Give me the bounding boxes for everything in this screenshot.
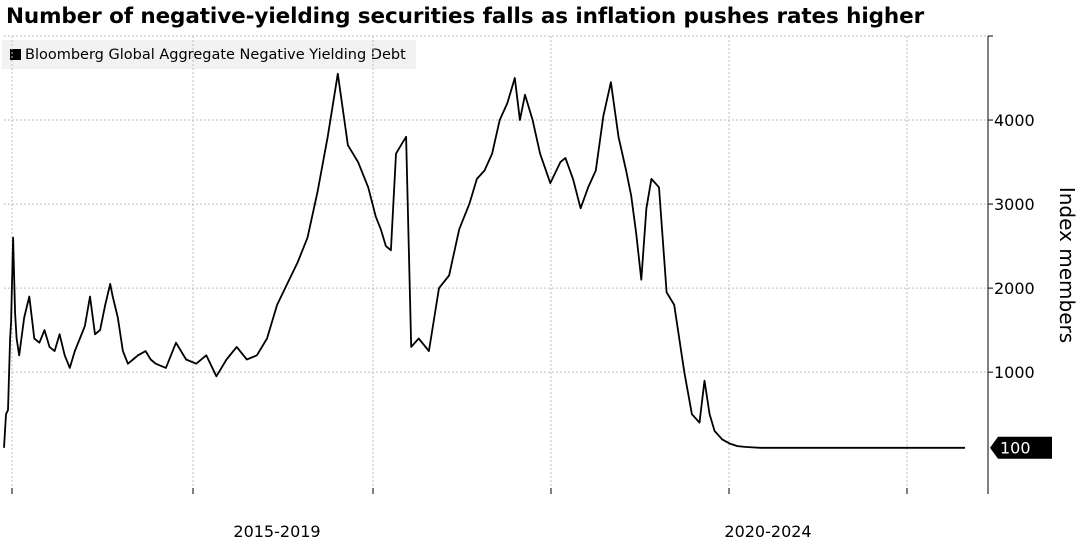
last-value-marker: 100 [990,436,1052,459]
legend-label: Bloomberg Global Aggregate Negative Yiel… [25,46,406,63]
horizontal-gridlines [4,35,988,373]
legend-swatch [10,49,21,60]
last-value-label: 100 [1000,438,1031,457]
last-value-pointer [990,436,1052,459]
legend: Bloomberg Global Aggregate Negative Yiel… [2,40,416,69]
y-tick-label: 4000 [994,111,1035,130]
x-axis-ticks [11,488,908,494]
y-axis-ticks: 1000 2000 3000 4000 [988,35,1035,382]
y-tick-label: 1000 [994,363,1035,382]
y-axis-title: Index members [1055,187,1077,343]
vertical-gridlines [11,36,908,494]
y-tick-label: 2000 [994,279,1035,298]
chart-title: Number of negative-yielding securities f… [6,4,925,29]
x-axis-labels: 2015-2019 2020-2024 [233,522,811,541]
x-tick-label: 2020-2024 [724,522,811,541]
series-line [3,72,965,449]
y-tick-label: 3000 [994,195,1035,214]
x-tick-label: 2015-2019 [233,522,320,541]
